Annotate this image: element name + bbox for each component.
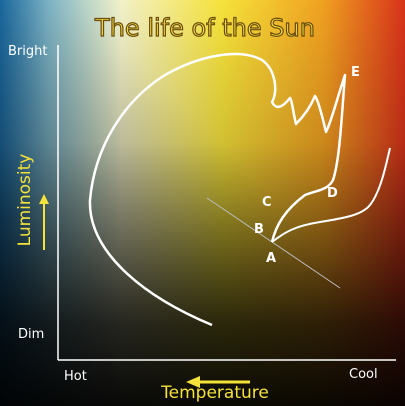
point-label: A bbox=[266, 251, 276, 266]
evolution-track bbox=[88, 52, 347, 327]
x-arrow-head bbox=[186, 376, 200, 388]
y-top-label: Bright bbox=[8, 44, 47, 59]
x-left-label: Hot bbox=[64, 369, 87, 384]
y-arrow-head bbox=[39, 194, 49, 204]
point-label: B bbox=[254, 222, 264, 237]
point-label: E bbox=[351, 65, 360, 80]
x-axis-label: Temperature bbox=[160, 383, 269, 403]
y-axis-label: Luminosity bbox=[15, 154, 35, 247]
x-right-label: Cool bbox=[349, 367, 378, 382]
y-bottom-label: Dim bbox=[18, 327, 44, 342]
point-label: D bbox=[327, 186, 338, 201]
main-sequence-line bbox=[206, 197, 341, 289]
title: The life of the Sun bbox=[94, 14, 315, 42]
evolution-branch bbox=[271, 147, 391, 243]
point-label: C bbox=[262, 195, 272, 210]
